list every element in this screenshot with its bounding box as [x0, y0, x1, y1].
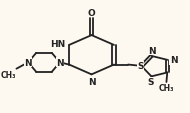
- Text: N: N: [88, 77, 95, 86]
- Text: N: N: [148, 46, 156, 55]
- Text: CH₃: CH₃: [159, 84, 174, 92]
- Text: N: N: [170, 56, 177, 65]
- Text: HN: HN: [50, 40, 65, 49]
- Text: S: S: [137, 61, 144, 70]
- Text: N: N: [24, 58, 32, 67]
- Text: N: N: [56, 58, 64, 67]
- Text: S: S: [147, 77, 154, 86]
- Text: O: O: [88, 9, 95, 18]
- Text: CH₃: CH₃: [0, 70, 16, 79]
